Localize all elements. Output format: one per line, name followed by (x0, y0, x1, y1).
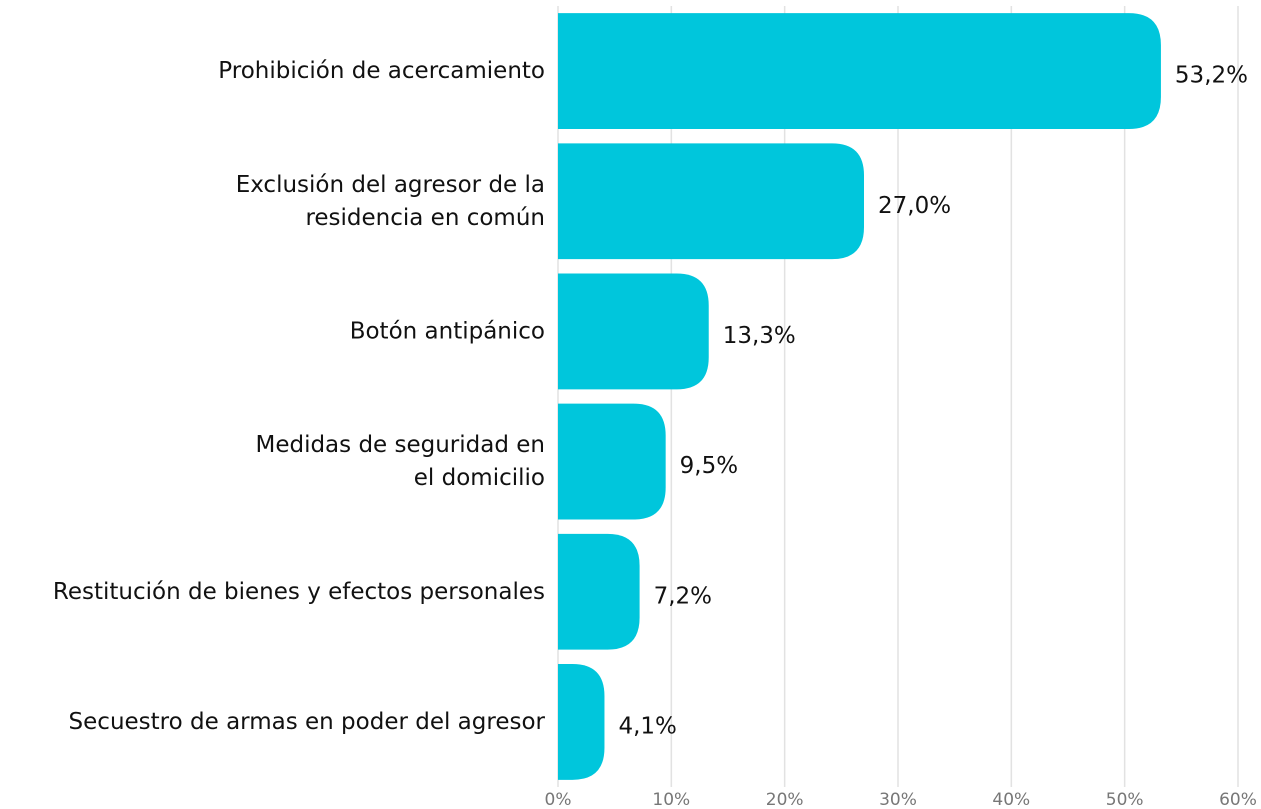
y-tick-label: Botón antipánico (350, 318, 545, 344)
x-tick-label: 60% (1219, 790, 1257, 809)
y-tick-label-line: Restitución de bienes y efectos personal… (53, 578, 545, 604)
data-label: 9,5% (680, 453, 738, 479)
bar (558, 143, 864, 260)
x-tick-label: 30% (879, 790, 917, 809)
bar (558, 663, 605, 780)
y-tick-label: Prohibición de acercamiento (218, 58, 545, 84)
x-tick-label: 10% (652, 790, 690, 809)
y-tick-label-line: Prohibición de acercamiento (218, 58, 545, 84)
data-label: 27,0% (878, 193, 951, 219)
bar (558, 533, 640, 650)
y-tick-label: Restitución de bienes y efectos personal… (53, 578, 545, 604)
x-tick-label: 0% (545, 790, 572, 809)
y-tick-label-line: Medidas de seguridad en (255, 432, 545, 458)
data-label: 7,2% (654, 583, 712, 609)
y-tick-label-line: Secuestro de armas en poder del agresor (69, 708, 546, 734)
y-tick-label-line: residencia en común (305, 204, 545, 230)
x-tick-label: 20% (766, 790, 804, 809)
y-tick-label-line: el domicilio (414, 465, 545, 491)
y-tick-label-line: Exclusión del agresor de la (236, 171, 545, 197)
bar (558, 13, 1161, 130)
data-label: 53,2% (1175, 63, 1248, 89)
data-label: 13,3% (723, 323, 796, 349)
y-tick-label-line: Botón antipánico (350, 318, 545, 344)
x-tick-label: 40% (992, 790, 1030, 809)
y-tick-label: Secuestro de armas en poder del agresor (69, 708, 546, 734)
bar (558, 273, 709, 390)
data-label: 4,1% (618, 713, 676, 739)
bar (558, 403, 666, 520)
y-tick-label: Medidas de seguridad en el domicilio (255, 432, 545, 491)
x-tick-label: 50% (1106, 790, 1144, 809)
y-tick-label: Exclusión del agresor de la residencia en… (236, 171, 545, 230)
